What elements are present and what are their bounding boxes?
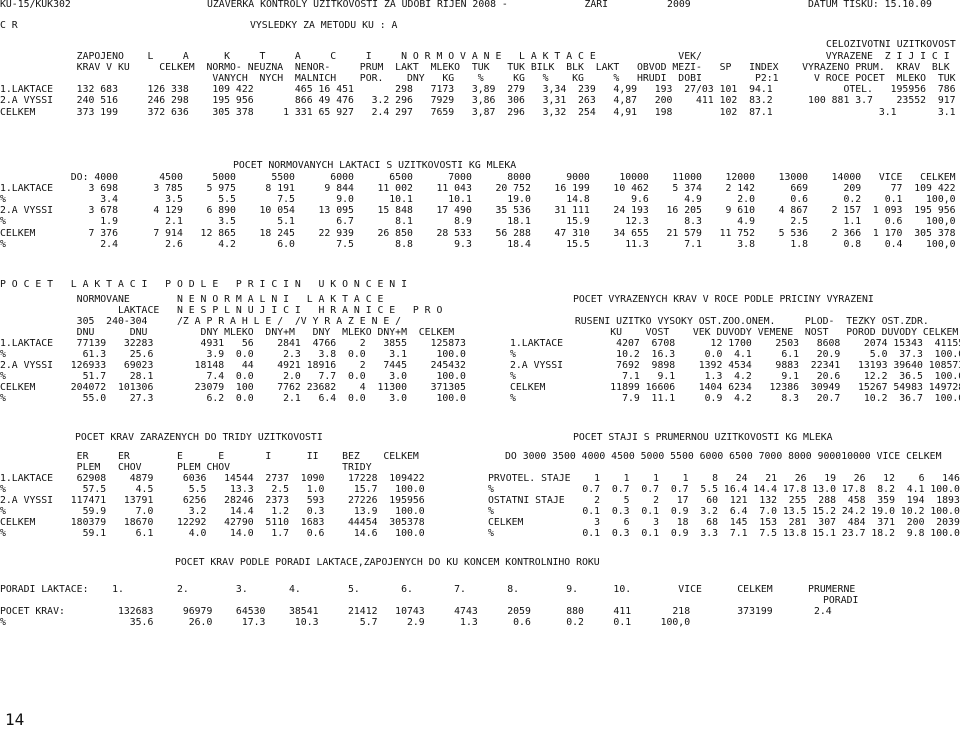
text-line: CELKEM 204072 101306 23079 100 7762 2368… bbox=[0, 382, 466, 393]
text-line: ZAPOJENO L A K T A C I N O R M O V A N E… bbox=[0, 51, 950, 62]
text-line: % 2.4 2.6 4.2 6.0 7.5 8.8 9.3 18.4 15.5 … bbox=[0, 238, 956, 250]
text-line: 14 bbox=[5, 710, 25, 729]
text-line: POCET KRAV PODLE PORADI LAKTACE,ZAPOJENY… bbox=[175, 557, 600, 568]
text-line: % 57.5 4.5 5.5 13.3 2.5 1.0 15.7 100.0 bbox=[0, 484, 425, 495]
text-line: DATUM TISKU: 15.10.09 bbox=[808, 0, 932, 10]
text-line: DO: 4000 4500 5000 5500 6000 6500 7000 8… bbox=[0, 172, 956, 183]
text-line: DNU DNU DNY MLEKO DNY+M DNY MLEKO DNY+M … bbox=[0, 327, 455, 338]
text-line: % 3.4 3.5 5.5 7.5 9.0 10.1 10.1 19.0 14.… bbox=[0, 194, 956, 206]
text-line: 1.LAKTACE 62908 4879 6036 14544 2737 109… bbox=[0, 473, 425, 484]
text-line: CELOZIVOTNI UZITKOVOST bbox=[826, 39, 956, 50]
text-line: 2.A VYSSI 240 516 246 298 195 956 866 49… bbox=[0, 95, 956, 107]
text-line: % 1.9 2.1 3.5 5.1 6.7 8.1 8.9 18.1 15.9 … bbox=[0, 216, 956, 228]
text-line: % 51.7 28.1 7.4 0.0 2.0 7.7 0.0 3.0 100.… bbox=[0, 371, 466, 382]
text-line: PLEM CHOV PLEM CHOV TRIDY bbox=[0, 462, 372, 473]
text-line: CELKEM 180379 18670 12292 42790 5110 168… bbox=[0, 517, 425, 528]
text-line: LAKTACE N E S P L N U J I C I H R A N I … bbox=[0, 305, 443, 316]
text-line: % 61.3 25.6 3.9 0.0 2.3 3.8 0.0 3.1 100.… bbox=[0, 349, 466, 360]
text-line: POCET KRAV: 132683 96979 64530 38541 214… bbox=[0, 606, 832, 617]
text-line: 2.A VYSSI 126933 69023 18148 44 4921 189… bbox=[0, 360, 466, 371]
text-line: KU VOST VEK DUVODY VEMENE NOST POROD DUV… bbox=[510, 327, 959, 338]
text-line: PORADI LAKTACE: 1. 2. 3. 4. 5. 6. 7. 8. … bbox=[0, 584, 856, 595]
text-line: 1.LAKTACE 3 698 3 785 5 975 8 191 9 844 … bbox=[0, 183, 956, 195]
text-line: POCET KRAV ZARAZENYCH DO TRIDY UZITKOVOS… bbox=[75, 432, 323, 443]
text-line: POCET STAJI S PRUMERNOU UZITKOVOSTI KG M… bbox=[573, 432, 833, 443]
text-line: VANYCH NYCH MALNICH POR. DNY KG % KG % K… bbox=[0, 73, 956, 85]
text-line: % 7.1 9.1 1.3 4.2 9.1 20.6 12.2 36.5 100… bbox=[510, 371, 960, 382]
text-line: % 10.2 16.3 0.0 4.1 6.1 20.9 5.0 37.3 10… bbox=[510, 349, 960, 360]
text-line: VYSLEDKY ZA METODU KU : A bbox=[250, 20, 398, 31]
text-line: CELKEM 3 6 3 18 68 145 153 281 307 484 3… bbox=[488, 517, 960, 528]
text-line: OSTATNI STAJE 2 5 2 17 60 121 132 255 28… bbox=[488, 495, 960, 506]
text-line: DO 3000 3500 4000 4500 5000 5500 6000 65… bbox=[505, 451, 942, 462]
text-line: 1.LAKTACE 132 683 126 338 109 422 465 16… bbox=[0, 84, 956, 96]
text-line: % 0.7 0.7 0.7 0.7 5.5 16.4 14.4 17.8 13.… bbox=[488, 484, 960, 495]
text-line: POCET NORMOVANYCH LAKTACI S UZITKOVOSTI … bbox=[233, 160, 517, 171]
text-line: POCET VYRAZENYCH KRAV V ROCE PODLE PRICI… bbox=[573, 294, 874, 305]
text-line: UZAVERKA KONTROLY UZITKOVOSTI ZA UDOBI R… bbox=[207, 0, 691, 10]
text-line: 2.A VYSSI 7692 9898 1392 4534 9883 22341… bbox=[510, 360, 960, 371]
text-line: 305 240-304 /Z A P R A H L E / /V Y R A … bbox=[0, 316, 402, 327]
text-line: % 0.1 0.3 0.1 0.9 3.2 6.4 7.0 13.5 15.2 … bbox=[488, 506, 960, 517]
text-line: 1.LAKTACE 4207 6708 12 1700 2503 8608 20… bbox=[510, 338, 960, 349]
text-line: 1.LAKTACE 77139 32283 4931 56 2841 4766 … bbox=[0, 338, 466, 349]
text-line: KU-15/KUK302 bbox=[0, 0, 71, 10]
text-line: ER ER E E I II BEZ CELKEM bbox=[0, 451, 419, 462]
text-line: % 59.1 6.1 4.0 14.0 1.7 0.6 14.6 100.0 bbox=[0, 528, 425, 539]
text-line: P O C E T L A K T A C I P O D L E P R I … bbox=[0, 279, 407, 290]
text-line: % 0.1 0.3 0.1 0.9 3.3 7.1 7.5 13.8 15.1 … bbox=[488, 528, 960, 539]
text-line: C R bbox=[0, 20, 18, 31]
text-line: PORADI bbox=[823, 595, 859, 606]
text-line: RUSENI UZITKO VYSOKY OST.ZOO.ONEM. PLOD-… bbox=[510, 316, 929, 327]
text-line: KRAV V KU CELKEM NORMO- NEUZNA NENOR- PR… bbox=[0, 62, 950, 74]
text-line: 2.A VYSSI 3 678 4 129 6 890 10 054 13 09… bbox=[0, 205, 956, 217]
text-line: 2.A VYSSI 117471 13791 6256 28246 2373 5… bbox=[0, 495, 425, 506]
text-line: PRVOTEL. STAJE 1 1 1 1 8 24 21 26 19 26 … bbox=[488, 473, 960, 484]
text-line: NORMOVANE N E N O R M A L N I L A K T A … bbox=[0, 294, 384, 305]
text-line: % 55.0 27.3 6.2 0.0 2.1 6.4 0.0 3.0 100.… bbox=[0, 393, 466, 404]
text-line: CELKEM 11899 16606 1404 6234 12386 30949… bbox=[510, 382, 960, 393]
text-line: CELKEM 7 376 7 914 12 865 18 245 22 939 … bbox=[0, 227, 956, 239]
text-line: % 35.6 26.0 17.3 10.3 5.7 2.9 1.3 0.6 0.… bbox=[0, 617, 691, 628]
text-line: % 59.9 7.0 3.2 14.4 1.2 0.3 13.9 100.0 bbox=[0, 506, 425, 517]
text-line: CELKEM 373 199 372 636 305 378 1 331 65 … bbox=[0, 106, 956, 118]
text-line: % 7.9 11.1 0.9 4.2 8.3 20.7 10.2 36.7 10… bbox=[510, 393, 960, 404]
